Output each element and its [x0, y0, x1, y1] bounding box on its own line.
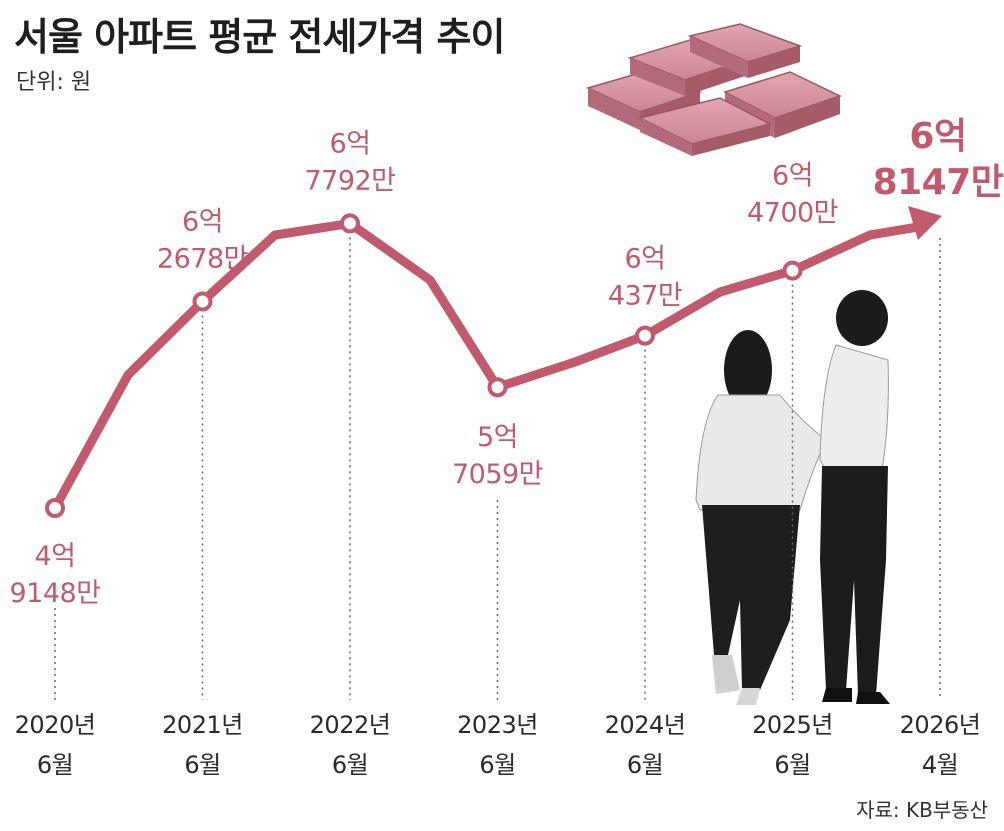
value-label: 7792만 — [304, 165, 395, 196]
value-label: 7059만 — [452, 459, 543, 490]
value-label: 6억 — [772, 161, 813, 192]
tick-label: 6월 — [184, 751, 220, 779]
tick-label: 6월 — [774, 751, 810, 779]
tick-label: 2026년 — [900, 711, 981, 739]
chart-title: 서울 아파트 평균 전세가격 추이 — [14, 15, 505, 59]
people-illustration — [695, 290, 890, 705]
value-label: 4700만 — [747, 198, 838, 229]
value-label: 6억 — [182, 206, 223, 237]
tick-label: 2024년 — [605, 711, 686, 739]
arrowhead-icon — [908, 206, 942, 240]
data-point — [635, 325, 655, 346]
data-point — [782, 260, 803, 281]
value-label: 5억 — [477, 422, 518, 453]
tick-label: 2023년 — [457, 711, 538, 739]
x-axis-ticks: 2020년 6월 2021년 6월 2022년 6월 2023년 6월 2024년 6월 2025년… — [15, 711, 981, 779]
data-point — [45, 498, 65, 518]
unit-label: 단위: 원 — [16, 70, 92, 95]
tick-label: 2020년 — [15, 711, 96, 739]
data-point — [192, 291, 213, 312]
tick-label: 2021년 — [162, 711, 243, 739]
value-label: 8147만 — [873, 162, 1004, 203]
value-label: 2678만 — [157, 243, 248, 274]
value-label: 4억 — [34, 541, 75, 572]
tick-label: 6월 — [332, 751, 368, 779]
value-label: 6억 — [909, 116, 966, 157]
data-point — [487, 377, 508, 398]
tick-label: 2022년 — [310, 711, 391, 739]
tick-label: 6월 — [479, 751, 515, 779]
tick-label: 4월 — [922, 751, 958, 779]
value-labels: 4억 9148만 6억 2678만 6억 7792만 5억 7059만 6억 437만 6억 4700… — [9, 116, 1004, 609]
tick-label: 6월 — [37, 751, 73, 779]
data-points — [45, 213, 803, 518]
value-label: 9148만 — [9, 578, 100, 609]
value-label: 6억 — [624, 244, 665, 275]
guide-lines — [54, 237, 941, 700]
data-point — [340, 213, 360, 234]
tick-label: 2025년 — [752, 711, 833, 739]
value-label: 437만 — [608, 281, 682, 312]
money-stack-illustration — [585, 23, 842, 156]
source-note: 자료: KB부동산 — [856, 798, 988, 822]
value-label: 6억 — [329, 128, 370, 159]
tick-label: 6월 — [627, 751, 663, 779]
